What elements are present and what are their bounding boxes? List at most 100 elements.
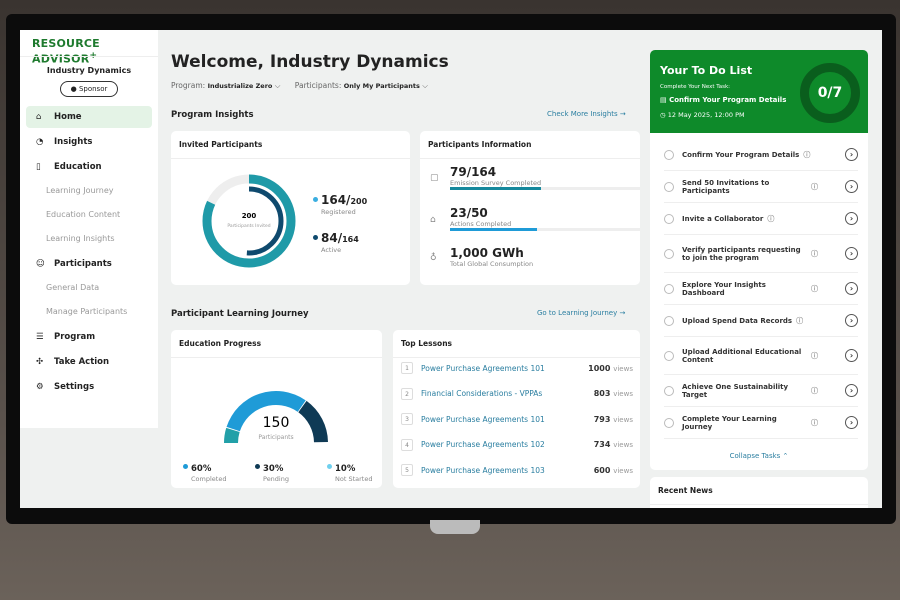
- next-task-label: Complete Your Next Task:: [660, 84, 731, 90]
- education-gauge: 150 Participants: [224, 391, 328, 443]
- due-date: ◷ 12 May 2025, 12:00 PM: [660, 111, 745, 119]
- help-icon[interactable]: ⓘ: [811, 284, 818, 293]
- progress-bar: [450, 228, 640, 231]
- help-icon[interactable]: ⓘ: [811, 351, 818, 360]
- todo-task[interactable]: Send 50 Invitations to Participants ⓘ ›: [664, 171, 858, 203]
- todo-task[interactable]: Verify participants requesting to join t…: [664, 235, 858, 273]
- chevron-down-icon[interactable]: ⌵: [422, 81, 428, 90]
- go-to-learning-journey-link[interactable]: Go to Learning Journey →: [537, 309, 626, 317]
- help-icon[interactable]: ⓘ: [796, 316, 804, 325]
- info-row: 79/164 Emission Survey Completed: [450, 165, 640, 190]
- checkbox[interactable]: [664, 417, 674, 428]
- donut-center-label: Participants Invited: [227, 223, 270, 229]
- checkbox[interactable]: [664, 283, 674, 294]
- donut-center-value: 200: [242, 212, 257, 220]
- checkbox[interactable]: [664, 149, 674, 160]
- gear-icon: ⚙: [36, 382, 44, 392]
- todo-task[interactable]: Explore Your Insights Dashboard ⓘ ›: [664, 273, 858, 305]
- chevron-right-icon[interactable]: ›: [845, 212, 858, 225]
- lesson-link[interactable]: Power Purchase Agreements 103: [421, 465, 545, 475]
- program-select[interactable]: Industrialize Zero: [207, 82, 273, 90]
- sidebar-item-settings[interactable]: ⚙ Settings: [26, 376, 152, 398]
- legend-item: 60% Completed: [183, 456, 226, 483]
- checkbox[interactable]: [664, 385, 674, 396]
- chevron-right-icon[interactable]: ›: [845, 349, 858, 362]
- help-icon[interactable]: ⓘ: [811, 386, 818, 395]
- chevron-right-icon[interactable]: ›: [845, 282, 858, 295]
- list-icon: ☰: [36, 332, 44, 342]
- sidebar-subitem-education-content[interactable]: Education Content: [46, 210, 121, 219]
- participants-info-card: Participants Information ▢ 79/164 Emissio…: [420, 131, 640, 285]
- filters: Program: Industrialize Zero ⌵ Participan…: [171, 81, 428, 90]
- help-icon[interactable]: ⓘ: [811, 249, 818, 258]
- todo-task[interactable]: Confirm Your Program Details ⓘ ›: [664, 139, 858, 171]
- active-arc: [214, 186, 284, 256]
- todo-task[interactable]: Upload Spend Data Records ⓘ ›: [664, 305, 858, 337]
- invited-donut: 200 Participants Invited: [202, 174, 296, 268]
- collapse-tasks-button[interactable]: Collapse Tasks ⌃: [729, 452, 789, 460]
- logo: RESOURCE ADVISOR+: [32, 37, 100, 66]
- monitor-stand: [430, 520, 480, 534]
- chevron-right-icon[interactable]: ›: [845, 384, 858, 397]
- lesson-row[interactable]: 5 Power Purchase Agreements 103 600 views: [401, 464, 633, 476]
- card-title: Invited Participants: [171, 131, 410, 159]
- lesson-row[interactable]: 4 Power Purchase Agreements 102 734 views: [401, 438, 633, 451]
- todo-task[interactable]: Invite a Collaborator ⓘ ›: [664, 203, 858, 235]
- sidebar-item-education[interactable]: ▯ Education: [26, 156, 152, 178]
- chevron-right-icon[interactable]: ›: [845, 180, 858, 193]
- sidebar-subitem-learning-insights[interactable]: Learning Insights: [46, 234, 115, 243]
- checkbox[interactable]: [664, 181, 674, 192]
- participants-select[interactable]: Only My Participants: [343, 82, 420, 90]
- org-name: Industry Dynamics: [46, 66, 132, 75]
- gauge-segment-not-started: [224, 427, 240, 443]
- lesson-row[interactable]: 3 Power Purchase Agreements 101 793 views: [401, 413, 633, 425]
- next-task-link[interactable]: ▤ Confirm Your Program Details: [660, 96, 787, 104]
- check-more-insights-link[interactable]: Check More Insights →: [547, 110, 626, 118]
- progress-bar: [450, 187, 640, 190]
- lesson-link[interactable]: Power Purchase Agreements 101: [421, 414, 545, 424]
- checkbox[interactable]: [664, 315, 674, 326]
- gauge-center-value: 150: [263, 415, 290, 431]
- chevron-down-icon[interactable]: ⌵: [274, 81, 281, 90]
- todo-header: Your To Do List Complete Your Next Task:…: [650, 50, 868, 133]
- info-row: 1,000 GWh Total Global Consumption: [450, 246, 534, 268]
- chevron-right-icon[interactable]: ›: [845, 148, 858, 161]
- sidebar-item-home[interactable]: ⌂ Home: [26, 106, 152, 128]
- todo-task[interactable]: Achieve One Sustainability Target ⓘ ›: [664, 375, 858, 407]
- lesson-link[interactable]: Financial Considerations - VPPAs: [421, 389, 543, 398]
- sidebar: RESOURCE ADVISOR+ Industry Dynamics ● Sp…: [20, 30, 158, 428]
- checkbox[interactable]: [664, 350, 674, 361]
- sidebar-subitem-learning-journey[interactable]: Learning Journey: [46, 186, 114, 195]
- sidebar-subitem-general-data[interactable]: General Data: [46, 283, 100, 292]
- legend-item: 10% Not Started: [327, 456, 372, 483]
- sidebar-item-program[interactable]: ☰ Program: [26, 326, 152, 348]
- lesson-link[interactable]: Power Purchase Agreements 101: [421, 363, 545, 373]
- lesson-row[interactable]: 2 Financial Considerations - VPPAs 803 vie…: [401, 387, 633, 400]
- checkbox[interactable]: [664, 248, 674, 259]
- role-badge[interactable]: ● Sponsor: [60, 81, 118, 97]
- help-icon[interactable]: ⓘ: [811, 182, 818, 191]
- todo-task[interactable]: Complete Your Learning Journey ⓘ ›: [664, 407, 858, 439]
- screen: RESOURCE ADVISOR+ Industry Dynamics ● Sp…: [20, 30, 882, 508]
- todo-progress-ring: 0/7: [800, 63, 860, 123]
- help-icon[interactable]: ⓘ: [811, 418, 818, 427]
- gauge-center-label: Participants: [258, 434, 293, 441]
- help-icon[interactable]: ⓘ: [767, 214, 775, 223]
- lesson-row[interactable]: 1 Power Purchase Agreements 101 1000 views: [401, 362, 633, 374]
- checkbox[interactable]: [664, 213, 674, 224]
- help-icon[interactable]: ⓘ: [803, 150, 811, 159]
- actions-icon: ⌂: [430, 215, 436, 225]
- survey-icon: ▢: [430, 173, 439, 183]
- todo-task[interactable]: Upload Additional Educational Content ⓘ ›: [664, 337, 858, 375]
- registered-arc: [202, 174, 296, 268]
- chevron-right-icon[interactable]: ›: [845, 416, 858, 429]
- gauge-segment-completed: [226, 391, 306, 432]
- sidebar-subitem-manage-participants[interactable]: Manage Participants: [46, 307, 128, 316]
- gauge-segment-pending: [298, 400, 328, 443]
- chevron-right-icon[interactable]: ›: [845, 247, 858, 260]
- chevron-right-icon[interactable]: ›: [845, 314, 858, 327]
- sidebar-item-take-action[interactable]: ✣ Take Action: [26, 351, 152, 373]
- sidebar-item-participants[interactable]: ☺ Participants: [26, 253, 152, 275]
- sidebar-item-insights[interactable]: ◔ Insights: [26, 131, 152, 153]
- lesson-link[interactable]: Power Purchase Agreements 102: [421, 440, 545, 449]
